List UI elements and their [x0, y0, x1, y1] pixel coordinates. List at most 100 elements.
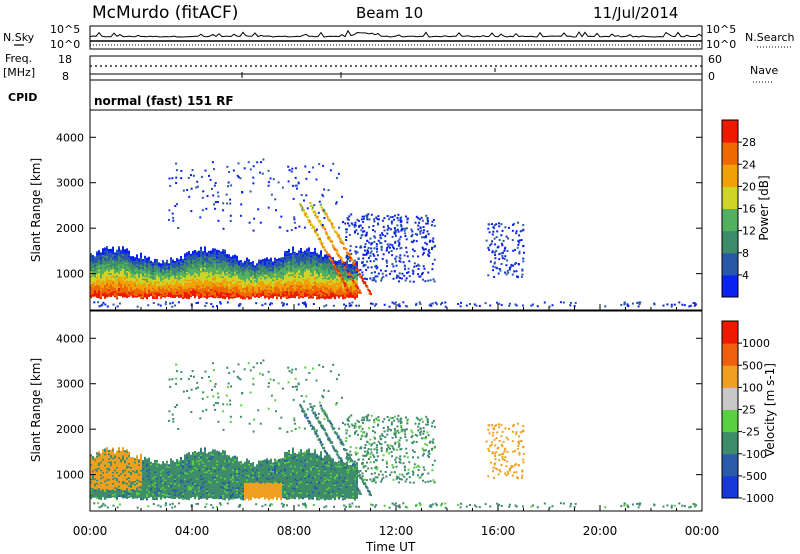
power-scatter-cell: [509, 303, 511, 305]
power-scatter-cell: [190, 210, 192, 212]
power-scatter-cell: [188, 196, 190, 198]
power-scatter-cell: [492, 226, 494, 228]
power-colorbar-label: Power [dB]: [757, 175, 771, 240]
power-scatter-cell: [499, 270, 501, 272]
power-scatter-cell: [295, 167, 297, 169]
power-scatter-cell: [419, 303, 421, 305]
power-scatter-cell: [171, 306, 173, 308]
power-cell: [262, 259, 264, 261]
power-scatter-cell: [507, 270, 509, 272]
power-scatter-cell: [382, 220, 384, 222]
power-scatter-cell: [406, 251, 408, 253]
velocity-cell: [94, 457, 96, 459]
power-scatter-cell: [423, 226, 425, 228]
power-scatter-cell: [427, 217, 429, 219]
power-scatter-cell: [256, 161, 258, 163]
power-scatter-cell: [357, 233, 359, 235]
power-scatter-cell: [165, 301, 167, 303]
power-scatter-cell: [345, 239, 347, 241]
power-scatter-cell: [427, 280, 429, 282]
power-scatter-cell: [372, 225, 374, 227]
power-cell: [294, 252, 296, 254]
power-streak-cell: [332, 261, 334, 263]
power-scatter-cell: [288, 180, 290, 182]
power-streak-cell: [331, 223, 333, 225]
velocity-cell: [92, 456, 94, 458]
power-scatter-cell: [460, 302, 462, 304]
power-streak-cell: [329, 220, 331, 222]
power-scatter-cell: [202, 209, 204, 211]
power-scatter-cell: [415, 233, 417, 235]
power-scatter-cell: [368, 226, 370, 228]
power-scatter-cell: [508, 305, 510, 307]
power-scatter-cell: [180, 177, 182, 179]
power-scatter-cell: [230, 184, 232, 186]
power-scatter-cell: [424, 242, 426, 244]
power-scatter-cell: [418, 268, 420, 270]
power-scatter-cell: [176, 203, 178, 205]
power-scatter-cell: [386, 250, 388, 252]
power-cell: [214, 249, 216, 251]
power-scatter-cell: [400, 224, 402, 226]
power-scatter-cell: [507, 250, 509, 252]
power-scatter-cell: [517, 276, 519, 278]
power-scatter-cell: [522, 229, 524, 231]
power-scatter-cell: [513, 270, 515, 272]
power-scatter-cell: [512, 274, 514, 276]
power-scatter-cell: [512, 250, 514, 252]
nave-tick-low: 0: [708, 70, 715, 83]
power-scatter-cell: [190, 174, 192, 176]
power-scatter-cell: [494, 238, 496, 240]
power-scatter-cell: [424, 268, 426, 270]
power-scatter-cell: [469, 303, 471, 305]
power-scatter-cell: [389, 273, 391, 275]
power-scatter-cell: [249, 222, 251, 224]
power-cell: [94, 256, 96, 258]
colorbar-tick-label: 16: [742, 203, 756, 216]
power-scatter-cell: [500, 223, 502, 225]
power-scatter-cell: [204, 305, 206, 307]
power-scatter-cell: [323, 217, 325, 219]
power-cell: [120, 250, 122, 252]
power-scatter-cell: [368, 257, 370, 259]
power-cell: [150, 261, 152, 263]
y-tick-label: 4000: [56, 131, 84, 144]
power-scatter-cell: [422, 220, 424, 222]
power-scatter-cell: [544, 302, 546, 304]
power-scatter-cell: [491, 243, 493, 245]
power-scatter-cell: [432, 238, 434, 240]
power-streak-cell: [354, 264, 356, 266]
power-scatter-cell: [366, 261, 368, 263]
power-cell: [318, 254, 320, 256]
power-scatter-cell: [522, 260, 524, 262]
power-scatter-cell: [304, 166, 306, 168]
power-cell: [296, 253, 298, 255]
colorbar-segment: [722, 142, 738, 165]
power-streak-cell: [320, 240, 322, 242]
power-cell: [180, 256, 182, 258]
power-cell: [258, 260, 260, 262]
power-cell: [156, 259, 158, 261]
power-scatter-cell: [422, 232, 424, 234]
power-scatter-cell: [409, 281, 411, 283]
power-scatter-cell: [460, 305, 462, 307]
power-scatter-cell: [370, 252, 372, 254]
power-cell: [308, 247, 310, 249]
power-scatter-cell: [408, 271, 410, 273]
power-scatter-cell: [253, 230, 255, 232]
power-cell: [332, 257, 334, 259]
power-scatter-cell: [383, 226, 385, 228]
power-scatter-cell: [398, 305, 400, 307]
power-scatter-cell: [492, 250, 494, 252]
power-scatter-cell: [386, 260, 388, 262]
power-scatter-cell: [301, 194, 303, 196]
noise-sky-trace: [90, 31, 702, 37]
power-scatter-cell: [380, 237, 382, 239]
power-cell: [210, 251, 212, 253]
power-scatter-cell: [418, 222, 420, 224]
power-cell: [272, 262, 274, 264]
power-scatter-cell: [392, 246, 394, 248]
power-scatter-cell: [271, 194, 273, 196]
power-cell: [304, 251, 306, 253]
power-scatter-cell: [207, 195, 209, 197]
